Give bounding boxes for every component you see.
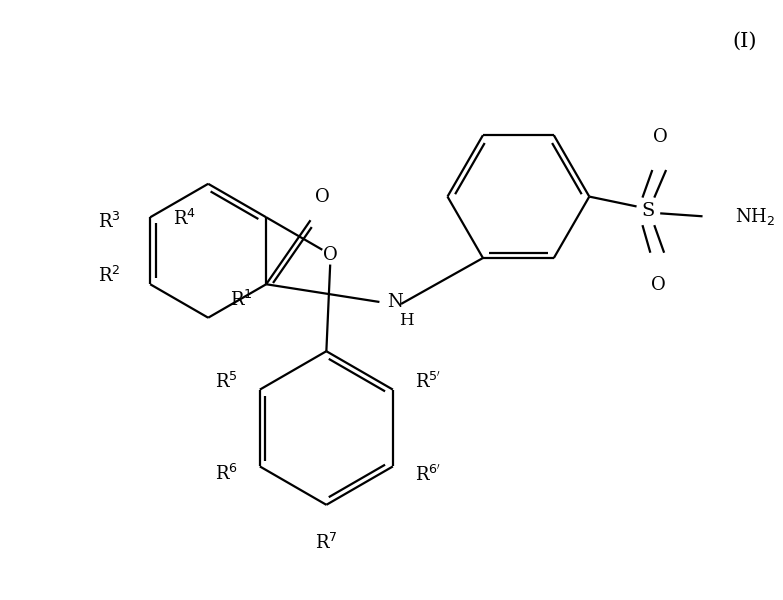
Text: NH$_2$: NH$_2$ [735,206,775,227]
Text: R$^2$: R$^2$ [98,266,121,286]
Text: O: O [653,128,668,146]
Text: O: O [323,246,337,264]
Text: R$^5$: R$^5$ [215,371,238,392]
Text: H: H [399,312,413,329]
Text: R$^{5'}$: R$^{5'}$ [414,371,441,392]
Text: S: S [642,202,655,220]
Text: R$^7$: R$^7$ [315,532,337,553]
Text: N: N [388,293,403,311]
Text: R$^1$: R$^1$ [230,290,252,310]
Text: (I): (I) [733,32,757,51]
Text: O: O [316,188,330,206]
Text: R$^4$: R$^4$ [173,208,197,229]
Text: R$^{6'}$: R$^{6'}$ [414,464,441,485]
Text: O: O [651,277,666,295]
Text: R$^6$: R$^6$ [215,464,238,484]
Text: R$^3$: R$^3$ [98,212,121,232]
